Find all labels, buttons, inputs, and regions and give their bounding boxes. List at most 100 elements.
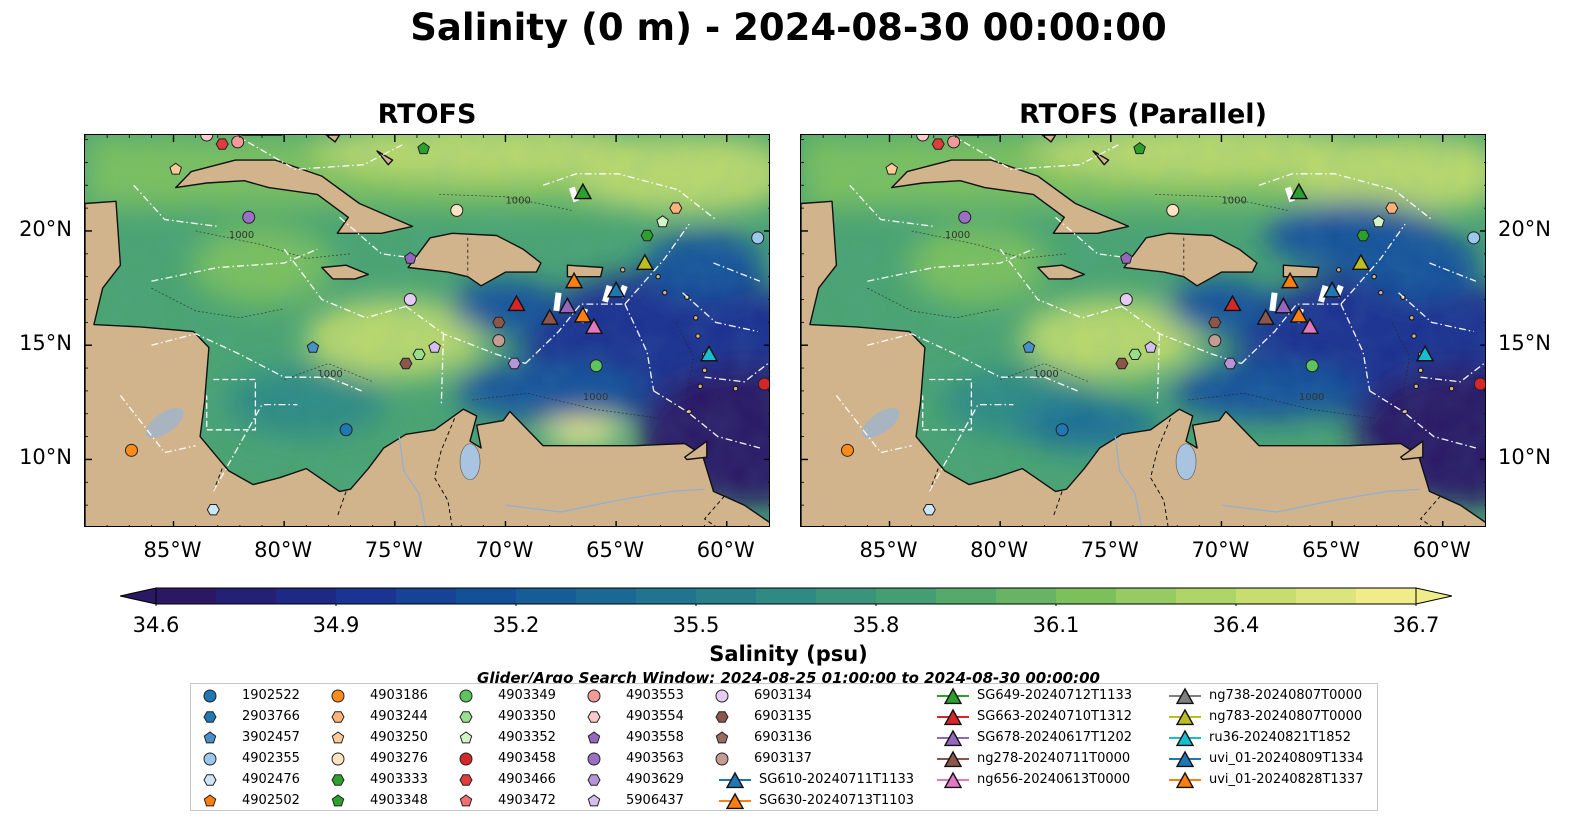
legend-label: 4902476: [242, 772, 300, 787]
legend-label: 4902355: [242, 751, 300, 766]
legend-float-icon: [587, 689, 601, 703]
longitude-tick-label: 60°W: [696, 538, 755, 562]
glider-marker: [635, 253, 655, 271]
argo-float-marker: [1120, 251, 1133, 264]
legend-float-icon: [587, 752, 601, 766]
latitude-tick-label: 10°N: [1498, 445, 1551, 470]
argo-float-marker: [412, 348, 426, 360]
legend-label: 4903276: [370, 751, 428, 766]
argo-float-marker: [1166, 203, 1180, 217]
latitude-tick-label: 20°N: [1498, 216, 1551, 241]
map-panel-rtofs[interactable]: 1000 1000 1000 1000: [84, 134, 770, 527]
argo-float-marker: [450, 203, 464, 217]
glider-marker: [540, 308, 559, 325]
glider-marker: [573, 306, 593, 323]
argo-float-marker: [399, 357, 413, 370]
legend-label: 4903250: [370, 730, 428, 745]
longitude-tick-label: 65°W: [1302, 538, 1361, 562]
legend-label: 4903333: [370, 772, 428, 787]
legend-float-icon: [203, 752, 217, 766]
contour-label: 1000: [945, 230, 970, 241]
argo-float-marker: [640, 229, 654, 242]
search-window-text: Glider/Argo Search Window: 2024-08-25 01…: [477, 669, 1100, 685]
latitude-tick-label: 15°N: [19, 331, 72, 356]
argo-float-marker: [492, 316, 506, 329]
legend-float-icon: [203, 711, 217, 723]
legend-label: 6903134: [754, 688, 812, 703]
legend-float-icon: [203, 731, 217, 744]
legend-label: 6903135: [754, 709, 812, 724]
argo-float-marker: [1356, 229, 1370, 242]
longitude-tick-label: 70°W: [1191, 538, 1250, 562]
glider-marker: [558, 296, 577, 314]
argo-float-marker: [947, 135, 961, 149]
argo-float-marker: [1119, 293, 1133, 307]
legend-label: SG630-20240713T1103: [759, 793, 915, 808]
legend-float-icon: [459, 752, 473, 766]
argo-float-marker: [200, 135, 214, 142]
argo-float-marker: [1467, 231, 1481, 245]
contour-label: 1000: [505, 196, 530, 207]
legend-float-icon: [587, 774, 601, 786]
argo-float-marker: [1473, 377, 1485, 391]
legend-float-icon: [459, 794, 473, 807]
longitude-tick-label: 75°W: [364, 538, 423, 562]
glider-marker: [1322, 280, 1342, 298]
legend-label: 4903553: [626, 688, 684, 703]
colorbar-tick-label: 35.2: [492, 613, 540, 637]
argo-float-marker: [1223, 357, 1237, 370]
legend-float-icon: [331, 752, 345, 766]
argo-float-marker: [885, 162, 898, 175]
colorbar-label: Salinity (psu): [709, 642, 868, 666]
longitude-tick-label: 70°W: [475, 538, 534, 562]
glider-marker: [1289, 182, 1309, 200]
glider-marker: [564, 271, 584, 289]
latitude-tick-label: 20°N: [19, 216, 72, 241]
argo-float-marker: [916, 135, 930, 142]
argo-float-marker: [1144, 340, 1157, 353]
argo-float-marker: [507, 357, 521, 370]
legend-glider-icon: [943, 687, 963, 705]
glider-marker: [1300, 317, 1320, 335]
argo-float-marker: [840, 443, 854, 457]
contour-label: 1000: [317, 369, 342, 380]
glider-marker: [1223, 294, 1242, 312]
legend-float-icon: [587, 711, 601, 723]
legend-glider-icon: [1175, 708, 1195, 726]
legend-float-icon: [331, 731, 345, 744]
salinity-colorbar: [120, 587, 1452, 606]
legend-label: 4903350: [498, 709, 556, 724]
argo-float-marker: [404, 251, 417, 264]
glider-marker: [507, 294, 526, 312]
legend-label: 4902502: [242, 793, 300, 808]
legend-label: ng738-20240807T0000: [1209, 688, 1363, 703]
longitude-tick-label: 75°W: [1080, 538, 1139, 562]
legend-label: 1902522: [242, 688, 300, 703]
legend-float-icon: [331, 689, 345, 703]
legend-glider-icon: [943, 750, 963, 768]
map-panel-rtofs-parallel[interactable]: 1000 1000 1000 1000: [800, 134, 1486, 527]
legend-glider-icon: [1175, 771, 1195, 789]
legend-float-icon: [203, 689, 217, 703]
argo-float-marker: [428, 340, 441, 353]
colorbar-tick-label: 34.9: [312, 613, 360, 637]
glider-marker: [584, 317, 604, 335]
salinity-map-rtofs-parallel: 1000 1000 1000 1000: [801, 135, 1485, 526]
argo-float-marker: [124, 443, 138, 457]
legend-label: 4903186: [370, 688, 428, 703]
glider-marker: [1256, 308, 1275, 325]
contour-label: 1000: [583, 392, 608, 403]
legend-float-icon: [459, 711, 473, 723]
argo-float-marker: [1128, 348, 1142, 360]
legend-float-icon: [331, 774, 345, 786]
panel-title-rtofs-parallel: RTOFS (Parallel): [1019, 99, 1267, 130]
panel-title-rtofs: RTOFS: [377, 99, 477, 130]
longitude-tick-label: 80°W: [970, 538, 1029, 562]
argo-float-marker: [656, 215, 669, 228]
glider-marker: [606, 280, 626, 298]
legend-float-icon: [587, 731, 601, 744]
colorbar-tick-label: 36.1: [1032, 613, 1080, 637]
latitude-tick-label: 10°N: [19, 445, 72, 470]
glider-marker: [1280, 271, 1300, 289]
glider-marker: [1289, 306, 1309, 323]
